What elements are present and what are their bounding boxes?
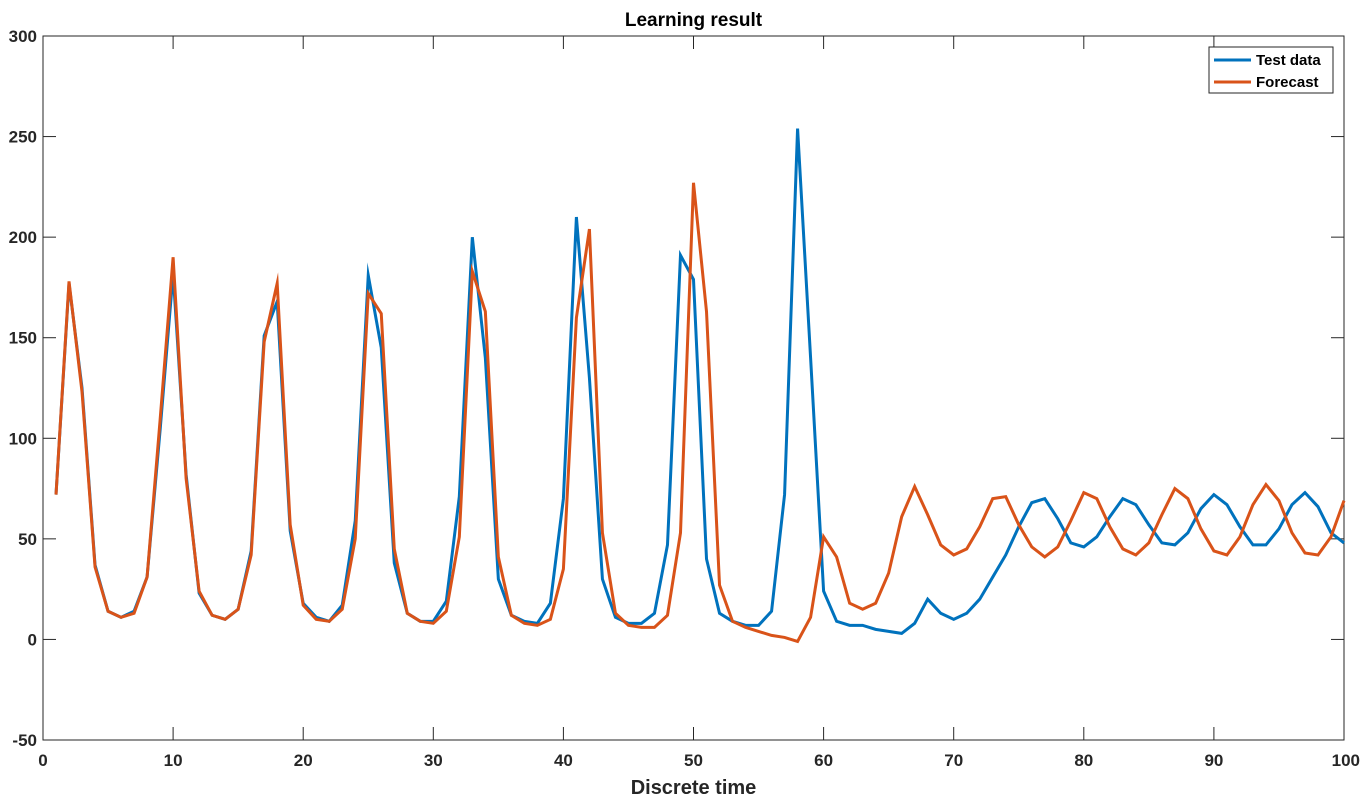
x-tick-label: 80 (1074, 751, 1093, 770)
legend-label: Test data (1256, 52, 1321, 69)
legend-label: Forecast (1256, 74, 1319, 91)
legend: Test data Forecast (1208, 46, 1334, 94)
y-tick-label: -50 (12, 731, 37, 750)
series-line-forecast (54, 182, 1346, 644)
plot-frame (42, 35, 1345, 741)
x-axis-label: Discrete time (631, 777, 757, 799)
y-tick-label: 50 (18, 530, 37, 549)
chart-title: Learning result (625, 10, 763, 31)
x-tick-label: 30 (424, 751, 443, 770)
y-tick-label: 150 (9, 329, 37, 348)
x-tick-label: 40 (554, 751, 573, 770)
series-lines (54, 128, 1346, 644)
x-tick-label: 10 (164, 751, 183, 770)
y-tick-label: 250 (9, 128, 37, 147)
x-tick-label: 0 (38, 751, 47, 770)
y-tick-label: 100 (9, 429, 37, 448)
y-tick-label: 300 (9, 27, 37, 46)
legend-box (1208, 46, 1334, 94)
plot-area (42, 35, 1345, 741)
x-tick-label: 50 (684, 751, 703, 770)
x-tick-label: 20 (294, 751, 313, 770)
y-axis: -50 0 50 100 150 200 250 300 (9, 27, 1344, 750)
x-axis: 0 10 20 30 40 50 60 70 80 90 100 (38, 36, 1360, 770)
y-tick-label: 0 (28, 630, 37, 649)
x-tick-label: 90 (1204, 751, 1223, 770)
x-tick-label: 100 (1332, 751, 1360, 770)
x-tick-label: 60 (814, 751, 833, 770)
x-tick-label: 70 (944, 751, 963, 770)
y-tick-label: 200 (9, 228, 37, 247)
